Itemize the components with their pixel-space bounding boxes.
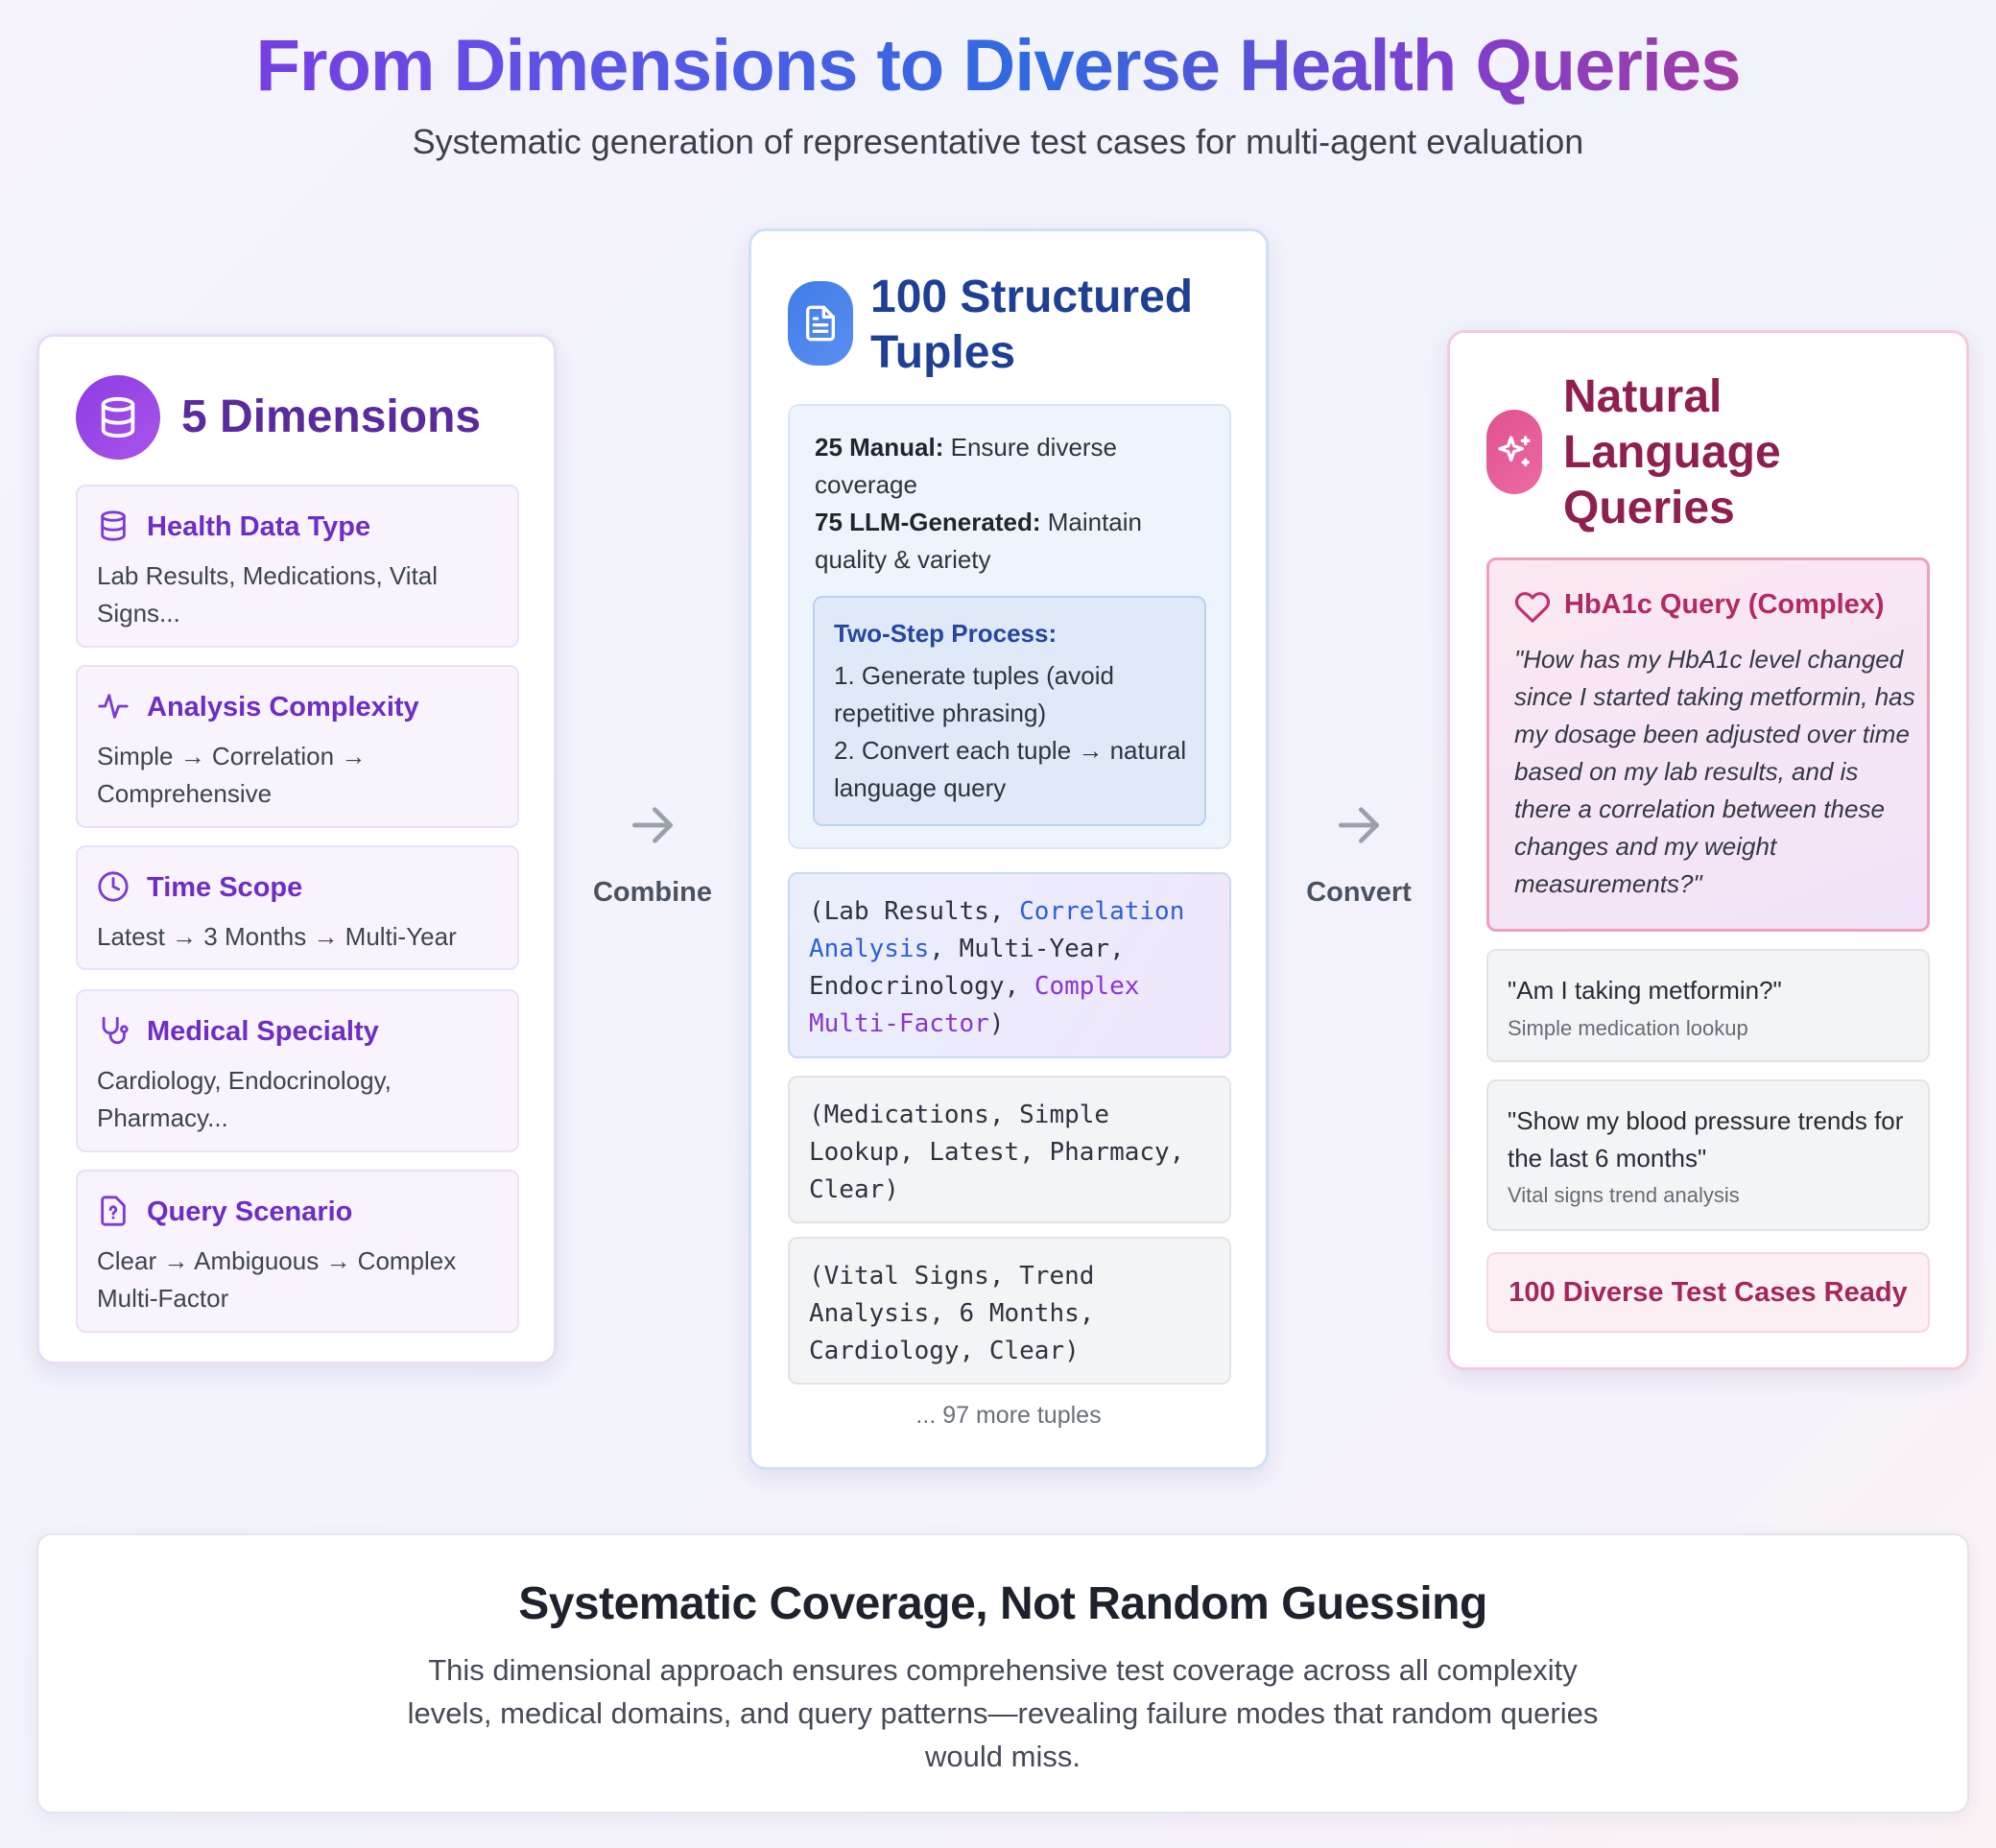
tuples-heading: 100 Structured Tuples: [870, 270, 1193, 381]
query-highlighted-text: "How has my HbA1c level changed since I …: [1514, 645, 1915, 898]
dimension-text: Simple → Correlation → Comprehensive: [97, 742, 367, 808]
dimension-text: Clear → Ambiguous → Complex Multi-Factor: [97, 1246, 457, 1313]
query-description: Simple medication lookup: [1508, 1016, 1748, 1040]
dimension-item-health-data-type: Health Data Type Lab Results, Medication…: [76, 485, 519, 648]
queries-heading-line3: Queries: [1563, 483, 1735, 533]
convert-label: Convert: [1306, 877, 1412, 908]
dimension-title: Analysis Complexity: [147, 692, 419, 723]
two-step-process-box: Two-Step Process: 1. Generate tuples (av…: [813, 596, 1206, 826]
manual-text: Ensure diverse coverage: [815, 433, 1118, 499]
dimension-item-query-scenario: Query Scenario Clear → Ambiguous → Compl…: [76, 1170, 519, 1333]
document-icon: [788, 281, 853, 366]
process-steps: 1. Generate tuples (avoid repetitive phr…: [834, 657, 1199, 807]
tuple-scenario: Complex Multi-Factor: [809, 972, 1140, 1038]
summary-card: Systematic Coverage, Not Random Guessing…: [36, 1533, 1969, 1813]
dimension-item-analysis-complexity: Analysis Complexity Simple → Correlation…: [76, 665, 519, 828]
page-title: From Dimensions to Diverse Health Querie…: [0, 23, 1996, 109]
summary-text: This dimensional approach ensures compre…: [407, 1653, 1599, 1773]
query-simple: "Am I taking metformin?" Simple medicati…: [1486, 949, 1930, 1062]
query-highlighted: HbA1c Query (Complex) "How has my HbA1c …: [1486, 557, 1930, 932]
dimension-title: Query Scenario: [147, 1196, 353, 1227]
tuple-sources-box: 25 Manual: Ensure diverse coverage 75 LL…: [788, 404, 1231, 849]
arrow-right-icon: [1339, 807, 1379, 843]
tuples-heading-line1: 100 Structured: [870, 272, 1194, 322]
llm-label: 75 LLM-Generated:: [815, 508, 1041, 536]
summary-title: Systematic Coverage, Not Random Guessing: [518, 1578, 1487, 1629]
llm-text: Maintain quality & variety: [815, 508, 1142, 574]
dimensions-heading: 5 Dimensions: [181, 391, 482, 442]
dimension-title: Health Data Type: [147, 511, 371, 542]
combine-label: Combine: [592, 877, 713, 908]
query-description: Vital signs trend analysis: [1508, 1183, 1740, 1207]
query-highlighted-title: HbA1c Query (Complex): [1564, 589, 1885, 620]
tuple-part: (Lab Results,: [809, 897, 1020, 926]
queries-card: Natural Language Queries HbA1c Query (Co…: [1447, 330, 1969, 1370]
database-icon: [76, 375, 160, 460]
queries-heading: Natural Language Queries: [1563, 369, 1781, 536]
activity-icon: [98, 694, 129, 719]
question-file-icon: [101, 1196, 126, 1226]
dimensions-card: 5 Dimensions Health Data Type Lab Result…: [36, 334, 557, 1364]
tuple-analysis-type: Correlation Analysis: [809, 897, 1185, 963]
dimension-title: Medical Specialty: [147, 1016, 379, 1047]
sparkles-icon: [1486, 410, 1542, 494]
query-trend: "Show my blood pressure trends for the l…: [1486, 1079, 1930, 1231]
tuples-card: 100 Structured Tuples 25 Manual: Ensure …: [748, 228, 1269, 1470]
dimension-text: Lab Results, Medications, Vital Signs...: [97, 561, 439, 628]
dimension-item-medical-specialty: Medical Specialty Cardiology, Endocrinol…: [76, 989, 519, 1152]
stethoscope-icon: [102, 1016, 129, 1045]
tuples-heading-line2: Tuples: [870, 327, 1016, 378]
queries-heading-line2: Language: [1563, 427, 1781, 478]
arrow-right-icon: [632, 807, 673, 843]
manual-label: 25 Manual:: [815, 433, 944, 462]
tuple-part: , Multi-Year, Endocrinology,: [809, 935, 1125, 1001]
process-step-1: 1. Generate tuples (avoid repetitive phr…: [834, 661, 1114, 727]
tuple-vital-signs: (Vital Signs, Trend Analysis, 6 Months, …: [788, 1237, 1231, 1385]
clock-icon: [98, 871, 129, 902]
process-step-2: 2. Convert each tuple → natural language…: [834, 736, 1187, 802]
tuple-medications: (Medications, Simple Lookup, Latest, Pha…: [788, 1076, 1231, 1223]
process-title: Two-Step Process:: [834, 619, 1057, 648]
database-icon: [101, 510, 126, 541]
ready-badge: 100 Diverse Test Cases Ready: [1486, 1252, 1930, 1333]
queries-heading-line1: Natural: [1563, 371, 1723, 422]
query-text: "Am I taking metformin?": [1508, 976, 1782, 1005]
heart-icon: [1514, 592, 1551, 623]
more-tuples-label: ... 97 more tuples: [915, 1402, 1102, 1429]
dimension-text: Latest → 3 Months → Multi-Year: [97, 922, 457, 951]
tuple-highlighted: (Lab Results, Correlation Analysis, Mult…: [788, 872, 1231, 1058]
page-subtitle: Systematic generation of representative …: [412, 122, 1584, 161]
dimension-text: Cardiology, Endocrinology, Pharmacy...: [97, 1066, 392, 1132]
tuple-part: ): [988, 1009, 1005, 1038]
dimension-item-time-scope: Time Scope Latest → 3 Months → Multi-Yea…: [76, 845, 519, 970]
llm-line: 75 LLM-Generated: Maintain quality & var…: [815, 504, 1218, 579]
dimension-title: Time Scope: [147, 872, 303, 903]
manual-line: 25 Manual: Ensure diverse coverage: [815, 429, 1218, 504]
query-text: "Show my blood pressure trends for the l…: [1508, 1106, 1904, 1173]
